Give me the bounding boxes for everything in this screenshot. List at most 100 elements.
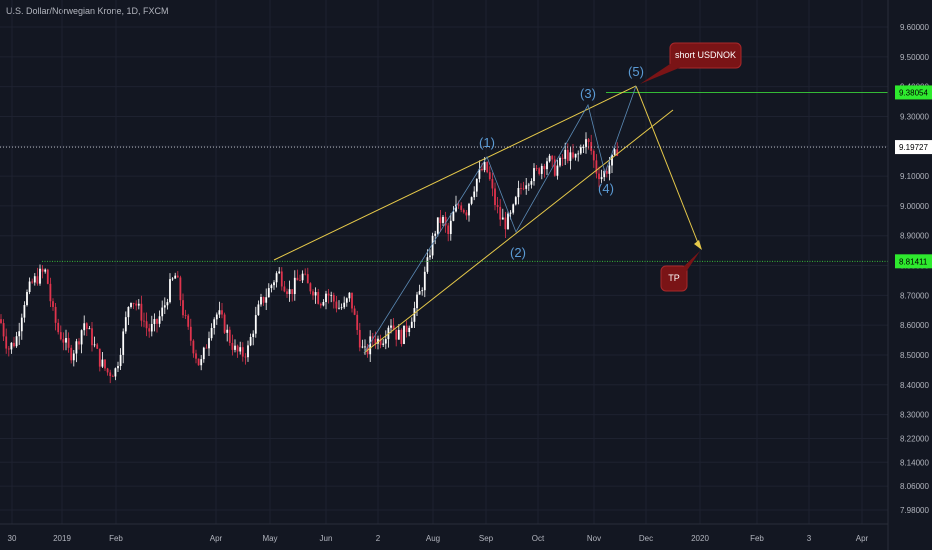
candle xyxy=(257,300,260,316)
candle xyxy=(286,288,288,298)
candle-body xyxy=(52,301,54,307)
candle xyxy=(538,167,541,176)
candle xyxy=(577,150,580,162)
candle-body xyxy=(67,338,70,348)
candle-body xyxy=(223,314,226,333)
candle-body xyxy=(579,147,582,154)
candle xyxy=(236,344,239,358)
candle xyxy=(460,202,463,213)
candle xyxy=(442,215,444,227)
candle-body xyxy=(145,321,148,329)
candle xyxy=(317,288,320,305)
candle xyxy=(270,283,273,293)
candle-body xyxy=(221,310,223,315)
candle xyxy=(369,330,372,362)
candle-body xyxy=(72,353,75,361)
candle xyxy=(85,322,88,336)
support-price-badge-text: 8.81411 xyxy=(899,257,928,266)
candle-body xyxy=(135,303,138,306)
candle xyxy=(163,297,166,315)
candle xyxy=(52,298,54,311)
candle-body xyxy=(530,181,533,185)
candle xyxy=(153,313,156,332)
candle xyxy=(210,323,213,341)
candle-body xyxy=(616,149,619,156)
candle-body xyxy=(122,331,125,355)
price-tick-label: 9.00000 xyxy=(900,202,929,211)
candle-body xyxy=(611,154,613,166)
candle xyxy=(486,161,489,174)
candle-body xyxy=(460,205,463,210)
candle xyxy=(161,300,164,321)
time-tick-label: Dec xyxy=(639,534,653,543)
time-tick-label: May xyxy=(262,534,277,543)
candle xyxy=(148,323,151,338)
candle-body xyxy=(582,147,585,148)
candle xyxy=(533,163,535,186)
candle xyxy=(31,278,34,284)
candle xyxy=(278,267,281,275)
candle xyxy=(234,339,236,353)
candle-body xyxy=(379,338,382,345)
candle-body xyxy=(275,273,278,283)
candle-body xyxy=(283,286,286,292)
candle-body xyxy=(93,344,96,346)
candle-body xyxy=(109,372,112,377)
candle-body xyxy=(80,330,83,345)
candle-body xyxy=(218,310,221,315)
candle-body xyxy=(600,177,603,180)
candle xyxy=(150,315,153,337)
candle xyxy=(423,266,426,298)
candle-body xyxy=(265,297,268,303)
candle xyxy=(413,301,416,328)
candle xyxy=(143,312,145,328)
candle xyxy=(59,325,62,341)
short-callout-pointer xyxy=(640,60,684,84)
candle xyxy=(483,157,486,173)
candle-body xyxy=(429,255,431,258)
candle xyxy=(226,324,229,342)
candle xyxy=(462,208,465,214)
candle xyxy=(395,329,398,347)
candle xyxy=(158,310,161,328)
candle xyxy=(130,302,132,309)
candle xyxy=(540,163,543,180)
candle xyxy=(546,157,548,176)
candle xyxy=(579,144,582,155)
candle-body xyxy=(18,331,21,337)
candle-body xyxy=(540,165,543,174)
candle xyxy=(169,273,171,304)
price-tick-label: 8.30000 xyxy=(900,411,929,420)
candle-body xyxy=(49,283,52,302)
candle xyxy=(470,196,473,206)
candle-body xyxy=(559,157,561,166)
candle-body xyxy=(195,353,197,359)
candle xyxy=(327,289,330,304)
time-tick-label: 2019 xyxy=(53,534,71,543)
candle xyxy=(36,267,39,286)
candle-body xyxy=(44,269,47,272)
candle-body xyxy=(572,152,574,158)
candle xyxy=(39,264,41,286)
candle-body xyxy=(96,344,99,349)
candle xyxy=(265,288,268,311)
candle-body xyxy=(262,296,265,303)
candle xyxy=(494,182,496,211)
chart-title: U.S. Dollar/Norwegian Krone, 1D, FXCM xyxy=(6,6,169,16)
candle-body xyxy=(91,328,93,346)
candle xyxy=(15,331,18,348)
candle xyxy=(140,295,143,327)
candle-body xyxy=(192,340,195,354)
candle xyxy=(299,274,301,282)
candle-body xyxy=(171,278,174,280)
price-tick-label: 9.60000 xyxy=(900,23,929,32)
candle-body xyxy=(231,342,234,350)
wave-path xyxy=(363,85,637,354)
price-tick-label: 8.60000 xyxy=(900,321,929,330)
candle xyxy=(241,342,244,362)
candle xyxy=(301,270,304,283)
candle xyxy=(548,153,551,163)
candle-body xyxy=(304,273,307,275)
candle-body xyxy=(322,302,325,306)
